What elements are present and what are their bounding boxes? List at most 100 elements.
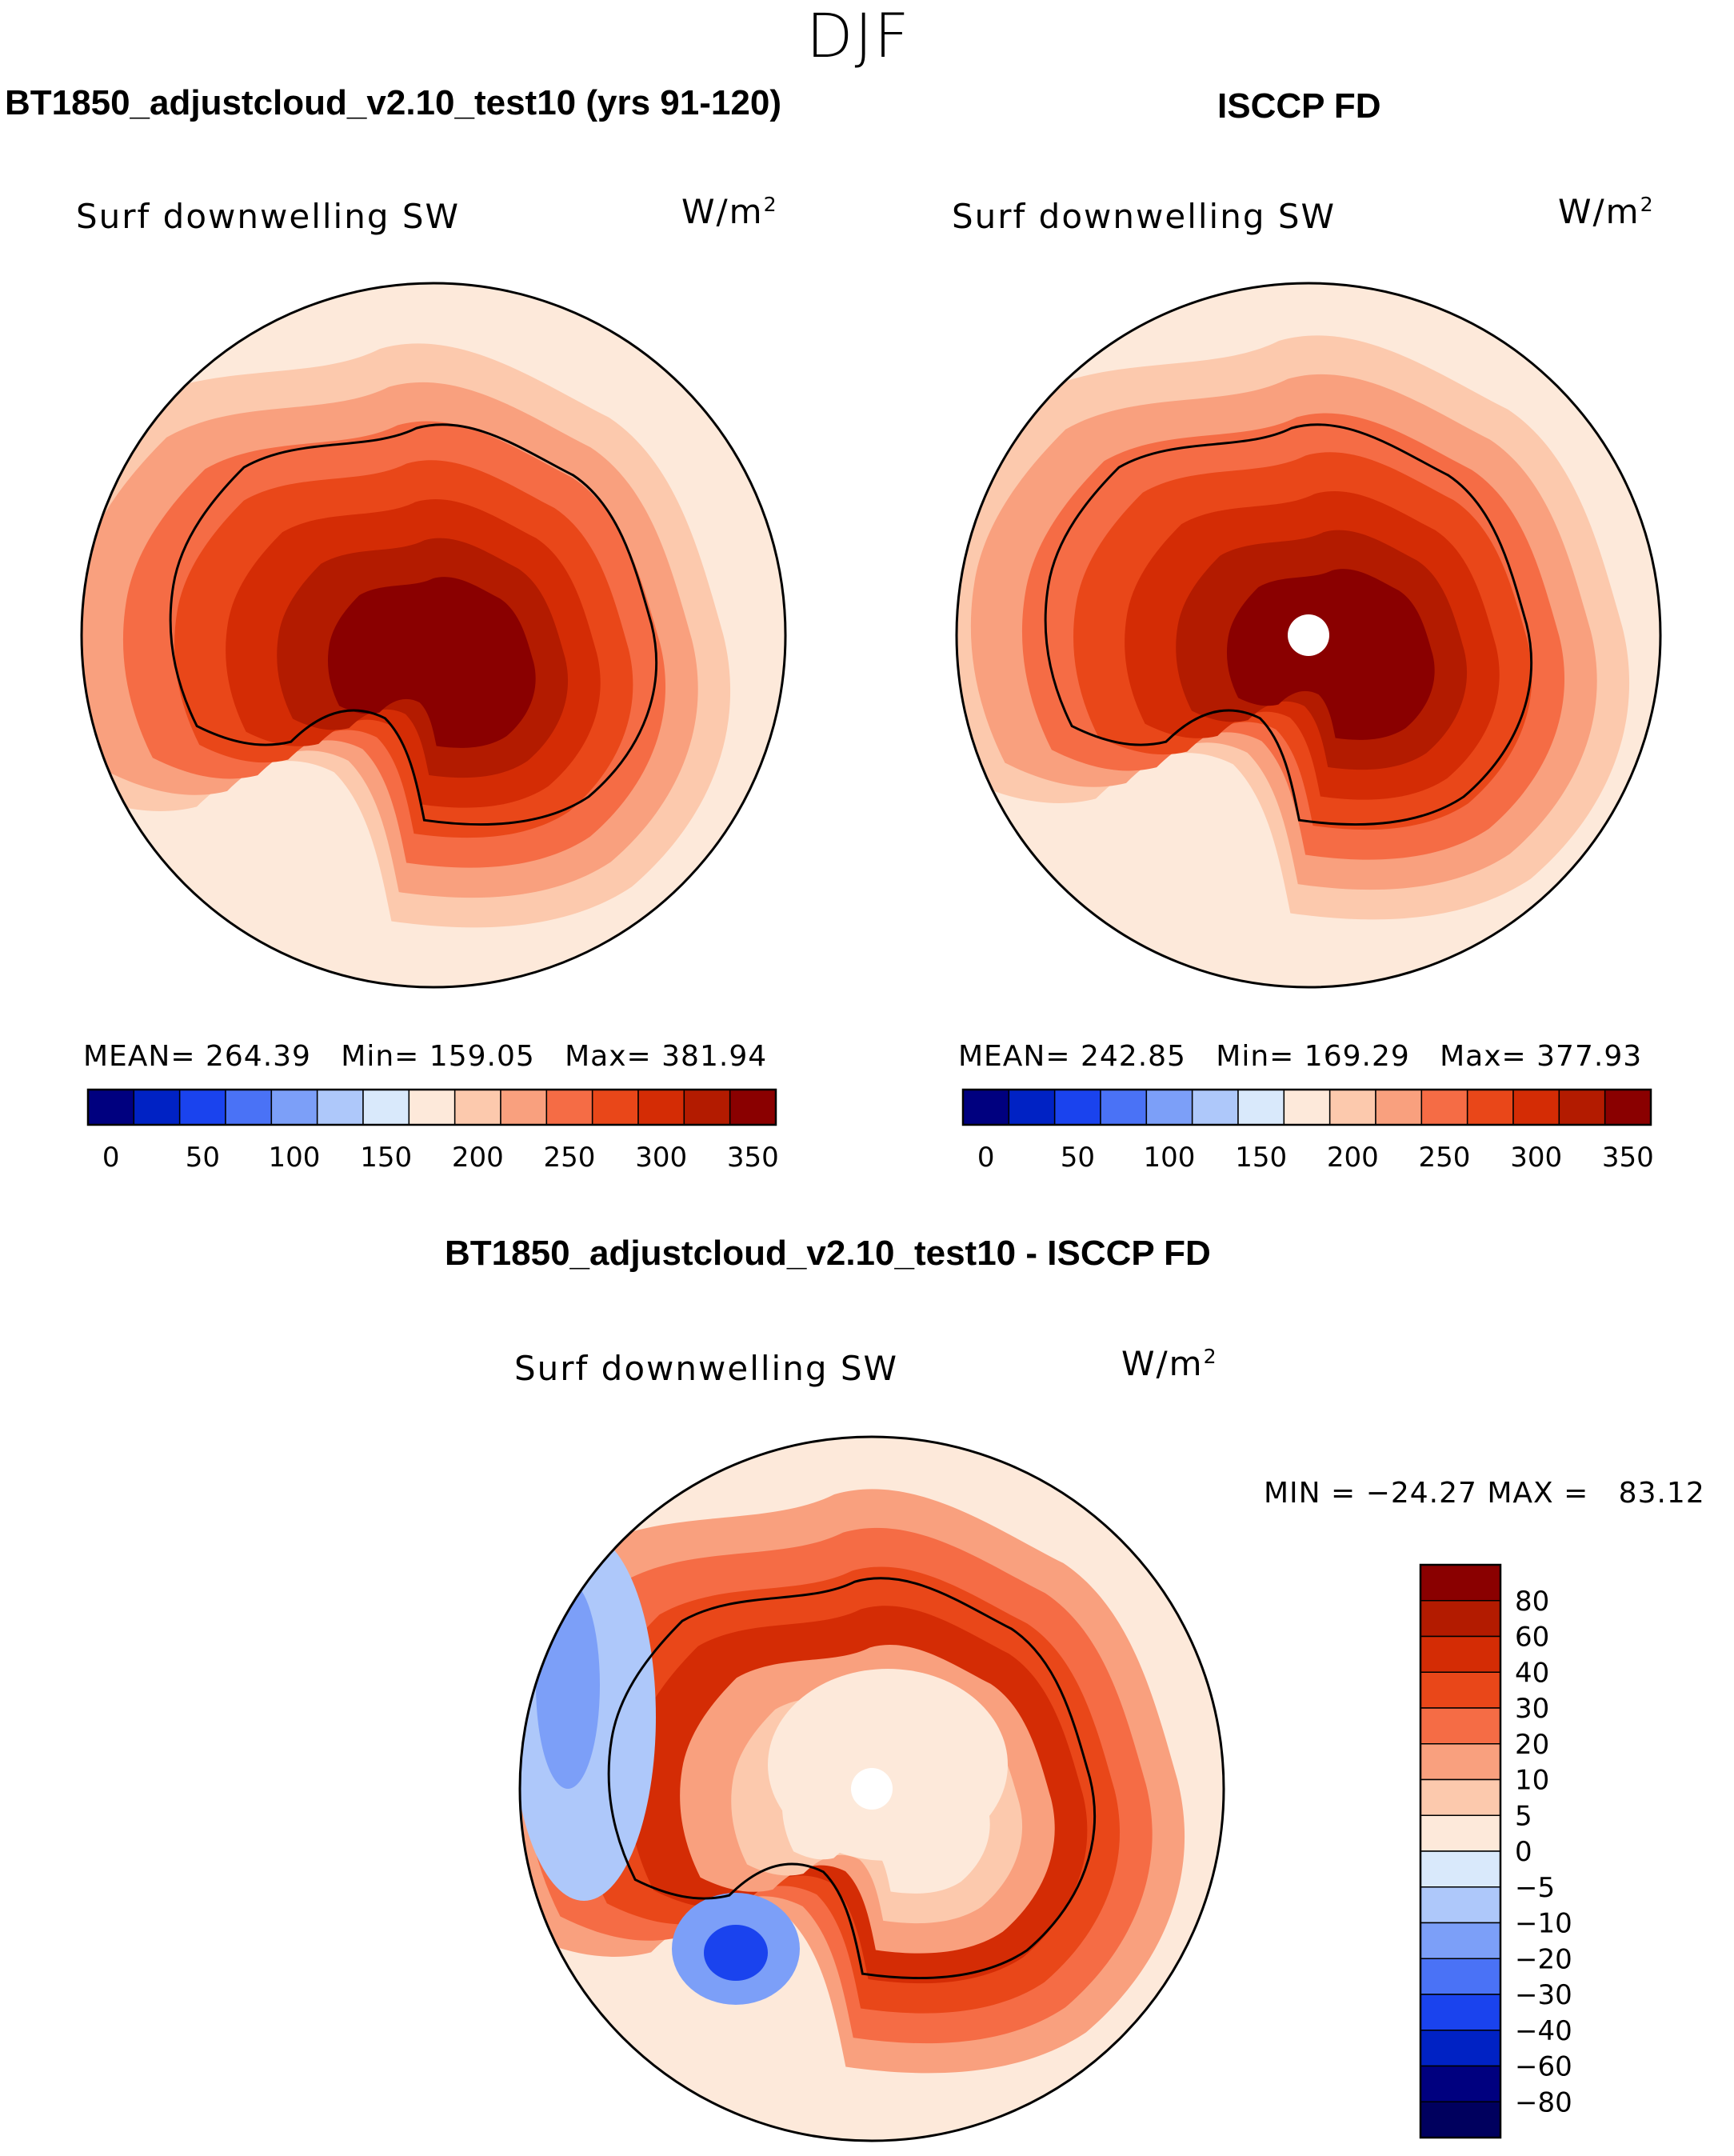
stats-obs: MEAN= 242.85 Min= 169.29 Max= 377.93 <box>958 1040 1642 1073</box>
colorbar-tick-label: −5 <box>1515 1872 1555 1904</box>
colorbar-cell <box>1604 1089 1652 1126</box>
colorbar-cell <box>1328 1089 1376 1126</box>
colorbar-cell <box>1420 2030 1501 2067</box>
colorbar-tick-label: 300 <box>635 1142 687 1174</box>
max-value: 377.93 <box>1536 1040 1643 1073</box>
colorbar-cell <box>1420 1922 1501 1959</box>
max-value: 381.94 <box>661 1040 768 1073</box>
colorbar-cell <box>1420 2065 1501 2102</box>
colorbar-model: 0 50 100 150 200 250 300 350 <box>86 1088 779 1174</box>
colorbar-cell <box>591 1089 639 1126</box>
colorbar-tick-label: 100 <box>269 1142 321 1174</box>
min-value: 169.29 <box>1304 1040 1410 1073</box>
colorbar-cell <box>1237 1089 1285 1126</box>
pole-mask <box>851 1768 893 1810</box>
colorbar-cell <box>1420 1707 1501 1745</box>
units-text: W/m <box>1121 1344 1204 1383</box>
colorbar-cell <box>1191 1089 1239 1126</box>
colorbar-tick-label: 350 <box>1602 1142 1654 1174</box>
colorbar-cell <box>1420 1778 1501 1816</box>
units-label-model: W/m2 <box>681 192 778 231</box>
pole-mask <box>1288 614 1329 656</box>
colorbar-tick-label: −80 <box>1515 2086 1572 2118</box>
colorbar-cell <box>1008 1089 1056 1126</box>
colorbar-cell <box>1558 1089 1606 1126</box>
colorbar-tick-label: 40 <box>1515 1657 1549 1689</box>
max-label: Max= <box>1440 1040 1527 1073</box>
variable-label-model: Surf downwelling SW <box>76 197 461 236</box>
map-model <box>82 283 785 987</box>
colorbar-cell <box>270 1089 318 1126</box>
anomaly-interior-low <box>768 1669 1008 1861</box>
colorbar-cell <box>1283 1089 1331 1126</box>
colorbar-cell <box>178 1089 226 1126</box>
colorbar-cell <box>225 1089 273 1126</box>
colorbar-tick-label: 200 <box>452 1142 504 1174</box>
colorbar-cell <box>1100 1089 1148 1126</box>
colorbar-tick-label: 300 <box>1510 1142 1562 1174</box>
units-label-diff: W/m2 <box>1121 1344 1218 1383</box>
colorbar-cell <box>1420 1671 1501 1709</box>
colorbar-cell <box>1420 1958 1501 1995</box>
colorbar-cell <box>408 1089 456 1126</box>
antarctica-coastline <box>169 423 657 826</box>
colorbar-tick-label: 150 <box>1235 1142 1287 1174</box>
colorbar-cell <box>1420 2101 1501 2138</box>
map-boundary <box>80 282 787 989</box>
min-label: Min= <box>341 1040 420 1073</box>
colorbar-cell <box>1420 1635 1501 1673</box>
map-boundary <box>518 1435 1225 2142</box>
colorbar-frame <box>1419 1563 1502 2139</box>
colorbar-tick-label: 60 <box>1515 1622 1549 1654</box>
anomaly-negative-sw-core <box>704 1925 768 1981</box>
colorbar-tick-label: 100 <box>1144 1142 1196 1174</box>
units-exponent: 2 <box>763 193 778 216</box>
panel-title-model: BT1850_adjustcloud_v2.10_test10 (yrs 91-… <box>5 83 781 122</box>
map-boundary <box>955 282 1662 989</box>
colorbar-cell <box>1420 1089 1468 1126</box>
colorbar-cell <box>1375 1089 1423 1126</box>
colorbar-cell <box>1420 1600 1501 1638</box>
antarctica-coastline <box>607 1577 1096 1980</box>
colorbar-obs: 0 50 100 150 200 250 300 350 <box>961 1088 1654 1174</box>
contour-band-370 <box>1226 569 1435 740</box>
map-diff <box>520 1437 1224 2141</box>
figure-title: DJF <box>806 0 911 71</box>
stats-diff: MIN = −24.27 MAX = 83.12 <box>1264 1477 1705 1510</box>
stats-model: MEAN= 264.39 Min= 159.05 Max= 381.94 <box>83 1040 767 1073</box>
max-label: MAX = <box>1487 1477 1589 1510</box>
variable-label-diff: Surf downwelling SW <box>514 1349 899 1388</box>
units-text: W/m <box>681 192 764 231</box>
map-obs <box>957 283 1660 987</box>
colorbar-tick-label: 350 <box>727 1142 779 1174</box>
colorbar-cell <box>500 1089 548 1126</box>
mean-label: MEAN= <box>83 1040 196 1073</box>
units-text: W/m <box>1558 192 1640 231</box>
colorbar-cell <box>1512 1089 1560 1126</box>
colorbar-cell <box>545 1089 593 1126</box>
colorbar-tick-label: 0 <box>977 1142 995 1174</box>
colorbar-tick-label: 30 <box>1515 1693 1549 1725</box>
colorbar-cell <box>637 1089 685 1126</box>
colorbar-tick-label: −40 <box>1515 2015 1572 2047</box>
colorbar-cell <box>729 1089 777 1126</box>
colorbar-cell <box>1420 1994 1501 2031</box>
mean-value: 264.39 <box>205 1040 311 1073</box>
colorbar-tick-label: 250 <box>1419 1142 1471 1174</box>
min-value: −24.27 <box>1365 1477 1477 1510</box>
colorbar-tick-label: −20 <box>1515 1943 1572 1975</box>
colorbar-tick-label: 10 <box>1515 1765 1549 1797</box>
max-label: Max= <box>565 1040 652 1073</box>
colorbar-tick-label: −30 <box>1515 1979 1572 2011</box>
max-value: 83.12 <box>1618 1477 1705 1510</box>
min-label: Min= <box>1216 1040 1295 1073</box>
colorbar-tick-label: 150 <box>360 1142 412 1174</box>
colorbar-cell <box>316 1089 364 1126</box>
contour-band-375 <box>327 577 536 748</box>
colorbar-cell <box>962 1089 1010 1126</box>
colorbar-cell <box>1466 1089 1514 1126</box>
colorbar-tick-label: 20 <box>1515 1729 1549 1761</box>
colorbar-tick-label: 50 <box>1061 1142 1095 1174</box>
colorbar-cell <box>1145 1089 1193 1126</box>
mean-value: 242.85 <box>1080 1040 1186 1073</box>
